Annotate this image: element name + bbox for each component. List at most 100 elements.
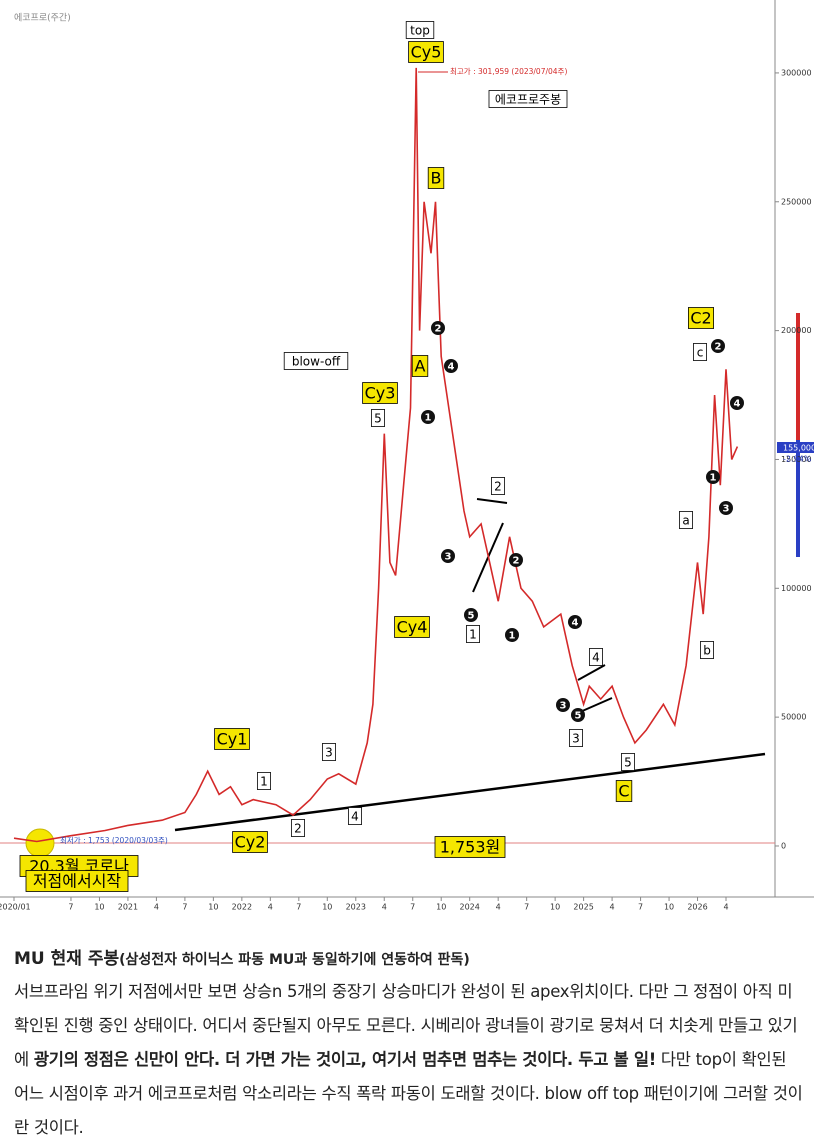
y-tick-label: 100000 [781, 584, 812, 593]
annotation: c [697, 346, 704, 360]
price-line [13, 67, 739, 843]
wave-number: 3 [445, 552, 452, 563]
low-marker [25, 828, 55, 858]
annotation: 3 [325, 746, 333, 760]
annotation: Cy5 [411, 43, 442, 62]
x-tick-label: 7 [524, 903, 529, 912]
x-tick-label: 2026 [687, 903, 707, 912]
wave-number: 5 [575, 711, 582, 722]
wave-circle [421, 410, 435, 424]
current-box [777, 442, 814, 453]
label-box-yellow [688, 307, 715, 329]
label-box [283, 352, 349, 370]
annotation: Cy1 [217, 730, 248, 749]
wave-number: 2 [715, 342, 722, 353]
annotation: Cy2 [235, 833, 266, 852]
annotation: 4 [592, 651, 600, 665]
annotation: Cy3 [365, 384, 396, 403]
label-box [490, 477, 505, 495]
label-box [621, 753, 636, 771]
plot-area [0, 0, 775, 897]
article: MU 현재 주봉(삼성전자 하이닉스 파동 MU과 동일하기에 연동하여 판독)… [14, 944, 806, 1145]
wave-circle [505, 628, 519, 642]
annotation: 에코프로주봉 [495, 93, 561, 107]
label-box [488, 90, 568, 108]
y-tick-label: 50000 [781, 713, 806, 722]
annotation: top [410, 24, 430, 38]
chart: 에코프로(주간) 0 50000 100000 150000 200000 250000 3… [0, 0, 814, 912]
wave-number: 3 [560, 701, 567, 712]
x-tick-label: 2021 [118, 903, 138, 912]
wave-number: 5 [468, 611, 475, 622]
trend-line [174, 752, 766, 832]
wave-number: 4 [734, 399, 741, 410]
side-bar [796, 440, 800, 557]
label-box-yellow [427, 167, 445, 189]
label-box [405, 21, 435, 39]
wave-circle [556, 698, 570, 712]
label-box-yellow [615, 780, 633, 802]
label-box [290, 819, 305, 837]
x-tick-label: 2024 [460, 903, 480, 912]
annotation: 4 [351, 810, 359, 824]
wave-circle [568, 615, 582, 629]
body-text: 서브프라임 위기 저점에서만 보면 상승n 5개의 중장기 상승마디가 완성이 … [14, 982, 798, 1069]
label-box [321, 743, 336, 761]
label-box [679, 511, 694, 529]
wave-circle [711, 339, 725, 353]
x-tick-label: 10 [436, 903, 446, 912]
annotation: 2 [494, 480, 502, 494]
annotation: Cy4 [397, 618, 428, 637]
annotation: 5 [624, 756, 632, 770]
y-tick-label: 200000 [781, 326, 812, 335]
wave-circle [444, 359, 458, 373]
x-tick-label: 7 [182, 903, 187, 912]
annotation: C2 [690, 309, 711, 328]
wave-circle [706, 470, 720, 484]
wave-number: 2 [435, 324, 442, 335]
annotation: 5 [374, 412, 382, 426]
wave-number: 1 [710, 473, 717, 484]
low-note: 최저가 : 1,753 (2020/03/03주) [60, 835, 168, 845]
y-tick-label: 300000 [781, 68, 812, 77]
x-tick-label: 7 [638, 903, 643, 912]
body-bold: 광기의 정점은 신만이 안다. 더 가면 가는 것이고, 여기서 멈추면 멈추는… [33, 1050, 656, 1069]
wave-number: 1 [509, 631, 516, 642]
x-tick-label: 2025 [573, 903, 593, 912]
wave-number: 4 [448, 362, 455, 373]
x-tick-label: 10 [550, 903, 560, 912]
annotation: blow-off [292, 355, 341, 369]
wave-circle [431, 321, 445, 335]
label-box [256, 772, 271, 790]
x-tick-label: 2023 [346, 903, 366, 912]
annotation: 1,753원 [440, 838, 501, 857]
wave-number: 1 [425, 413, 432, 424]
annotation: 저점에서시작 [33, 872, 122, 891]
x-tick-label: 10 [322, 903, 332, 912]
annotation: 1 [469, 628, 477, 642]
wave-number: 3 [723, 504, 730, 515]
corner-label: 에코프로(주간) [14, 13, 71, 24]
y-tick-label: 250000 [781, 197, 812, 206]
label-box [700, 641, 715, 659]
label-box [347, 807, 362, 825]
label-box-yellow [232, 831, 268, 853]
wave-circle [509, 553, 523, 567]
wave-number: 2 [513, 556, 520, 567]
y-tick-label: 0 [781, 841, 786, 850]
current-label: 155,000 [783, 444, 814, 453]
wave-circle [441, 549, 455, 563]
body-text: 다만 top이 확인된 어느 시점이후 과거 에코프로처럼 악소리라는 수직 폭… [14, 1050, 803, 1137]
x-tick-label: 7 [68, 903, 73, 912]
wave-circle [730, 396, 744, 410]
annotation: 2 [294, 822, 302, 836]
wave-circle [571, 708, 585, 722]
label-box-yellow [362, 382, 398, 404]
article-title: MU 현재 주봉(삼성전자 하이닉스 파동 MU과 동일하기에 연동하여 판독) [14, 944, 806, 969]
x-tick-label: 7 [296, 903, 301, 912]
wave-circle [719, 501, 733, 515]
x-tick-label: 10 [94, 903, 104, 912]
label-box [465, 625, 480, 643]
x-tick-label: 4 [610, 903, 615, 912]
